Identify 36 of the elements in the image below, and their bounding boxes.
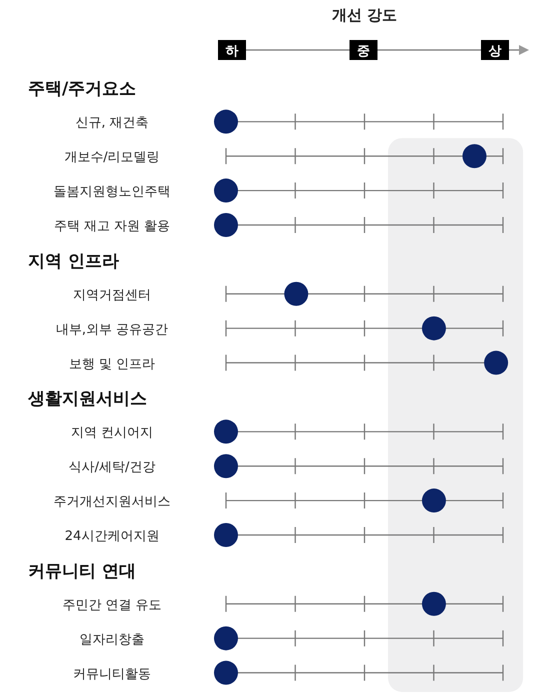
y-tick-label: 24시간케어지원	[64, 529, 160, 544]
text: 상	[488, 44, 502, 59]
y-tick-label: 식사/세탁/건강	[68, 460, 156, 476]
text: 커뮤니티 연대	[28, 561, 136, 582]
y-tick-label: 커뮤니티활동	[73, 666, 151, 682]
point	[214, 660, 238, 685]
y-tick-label: 주거개선지원서비스	[54, 494, 170, 510]
y-tick-label: 지역거점센터	[73, 288, 151, 303]
point	[214, 420, 238, 444]
y-tick-label: 내부,외부 공유공간	[56, 322, 168, 338]
point	[214, 110, 238, 134]
y-tick-label: 돌봄지원형노인주택	[54, 184, 170, 200]
text: 하	[226, 44, 238, 59]
y-tick-label: 주민간 연결 유도	[62, 598, 162, 613]
point	[214, 213, 238, 237]
point	[422, 316, 446, 340]
point	[214, 178, 238, 203]
point	[484, 350, 508, 375]
y-tick-label: 일자리창출	[80, 632, 144, 648]
y-tick-label: 보행 및 인프라	[68, 356, 156, 372]
text: 지역 인프라	[28, 251, 119, 272]
y-tick-label: 개보수/리모델링	[64, 150, 160, 166]
y-tick-label: 지역 컨시어지	[70, 426, 154, 441]
chart-title: 개선 강도	[332, 6, 398, 24]
y-tick-label: 주택 재고 자원 활용	[54, 219, 170, 234]
y-tick-label: 신규, 재건축	[75, 116, 149, 131]
point	[214, 523, 238, 547]
point	[422, 488, 446, 513]
point	[284, 282, 308, 306]
text: 주택/주거요소	[28, 79, 136, 100]
point	[214, 626, 238, 650]
point	[422, 592, 446, 616]
text: 생활지원서비스	[27, 389, 147, 410]
text: 중	[357, 44, 370, 59]
point	[462, 144, 486, 168]
point	[214, 454, 238, 478]
